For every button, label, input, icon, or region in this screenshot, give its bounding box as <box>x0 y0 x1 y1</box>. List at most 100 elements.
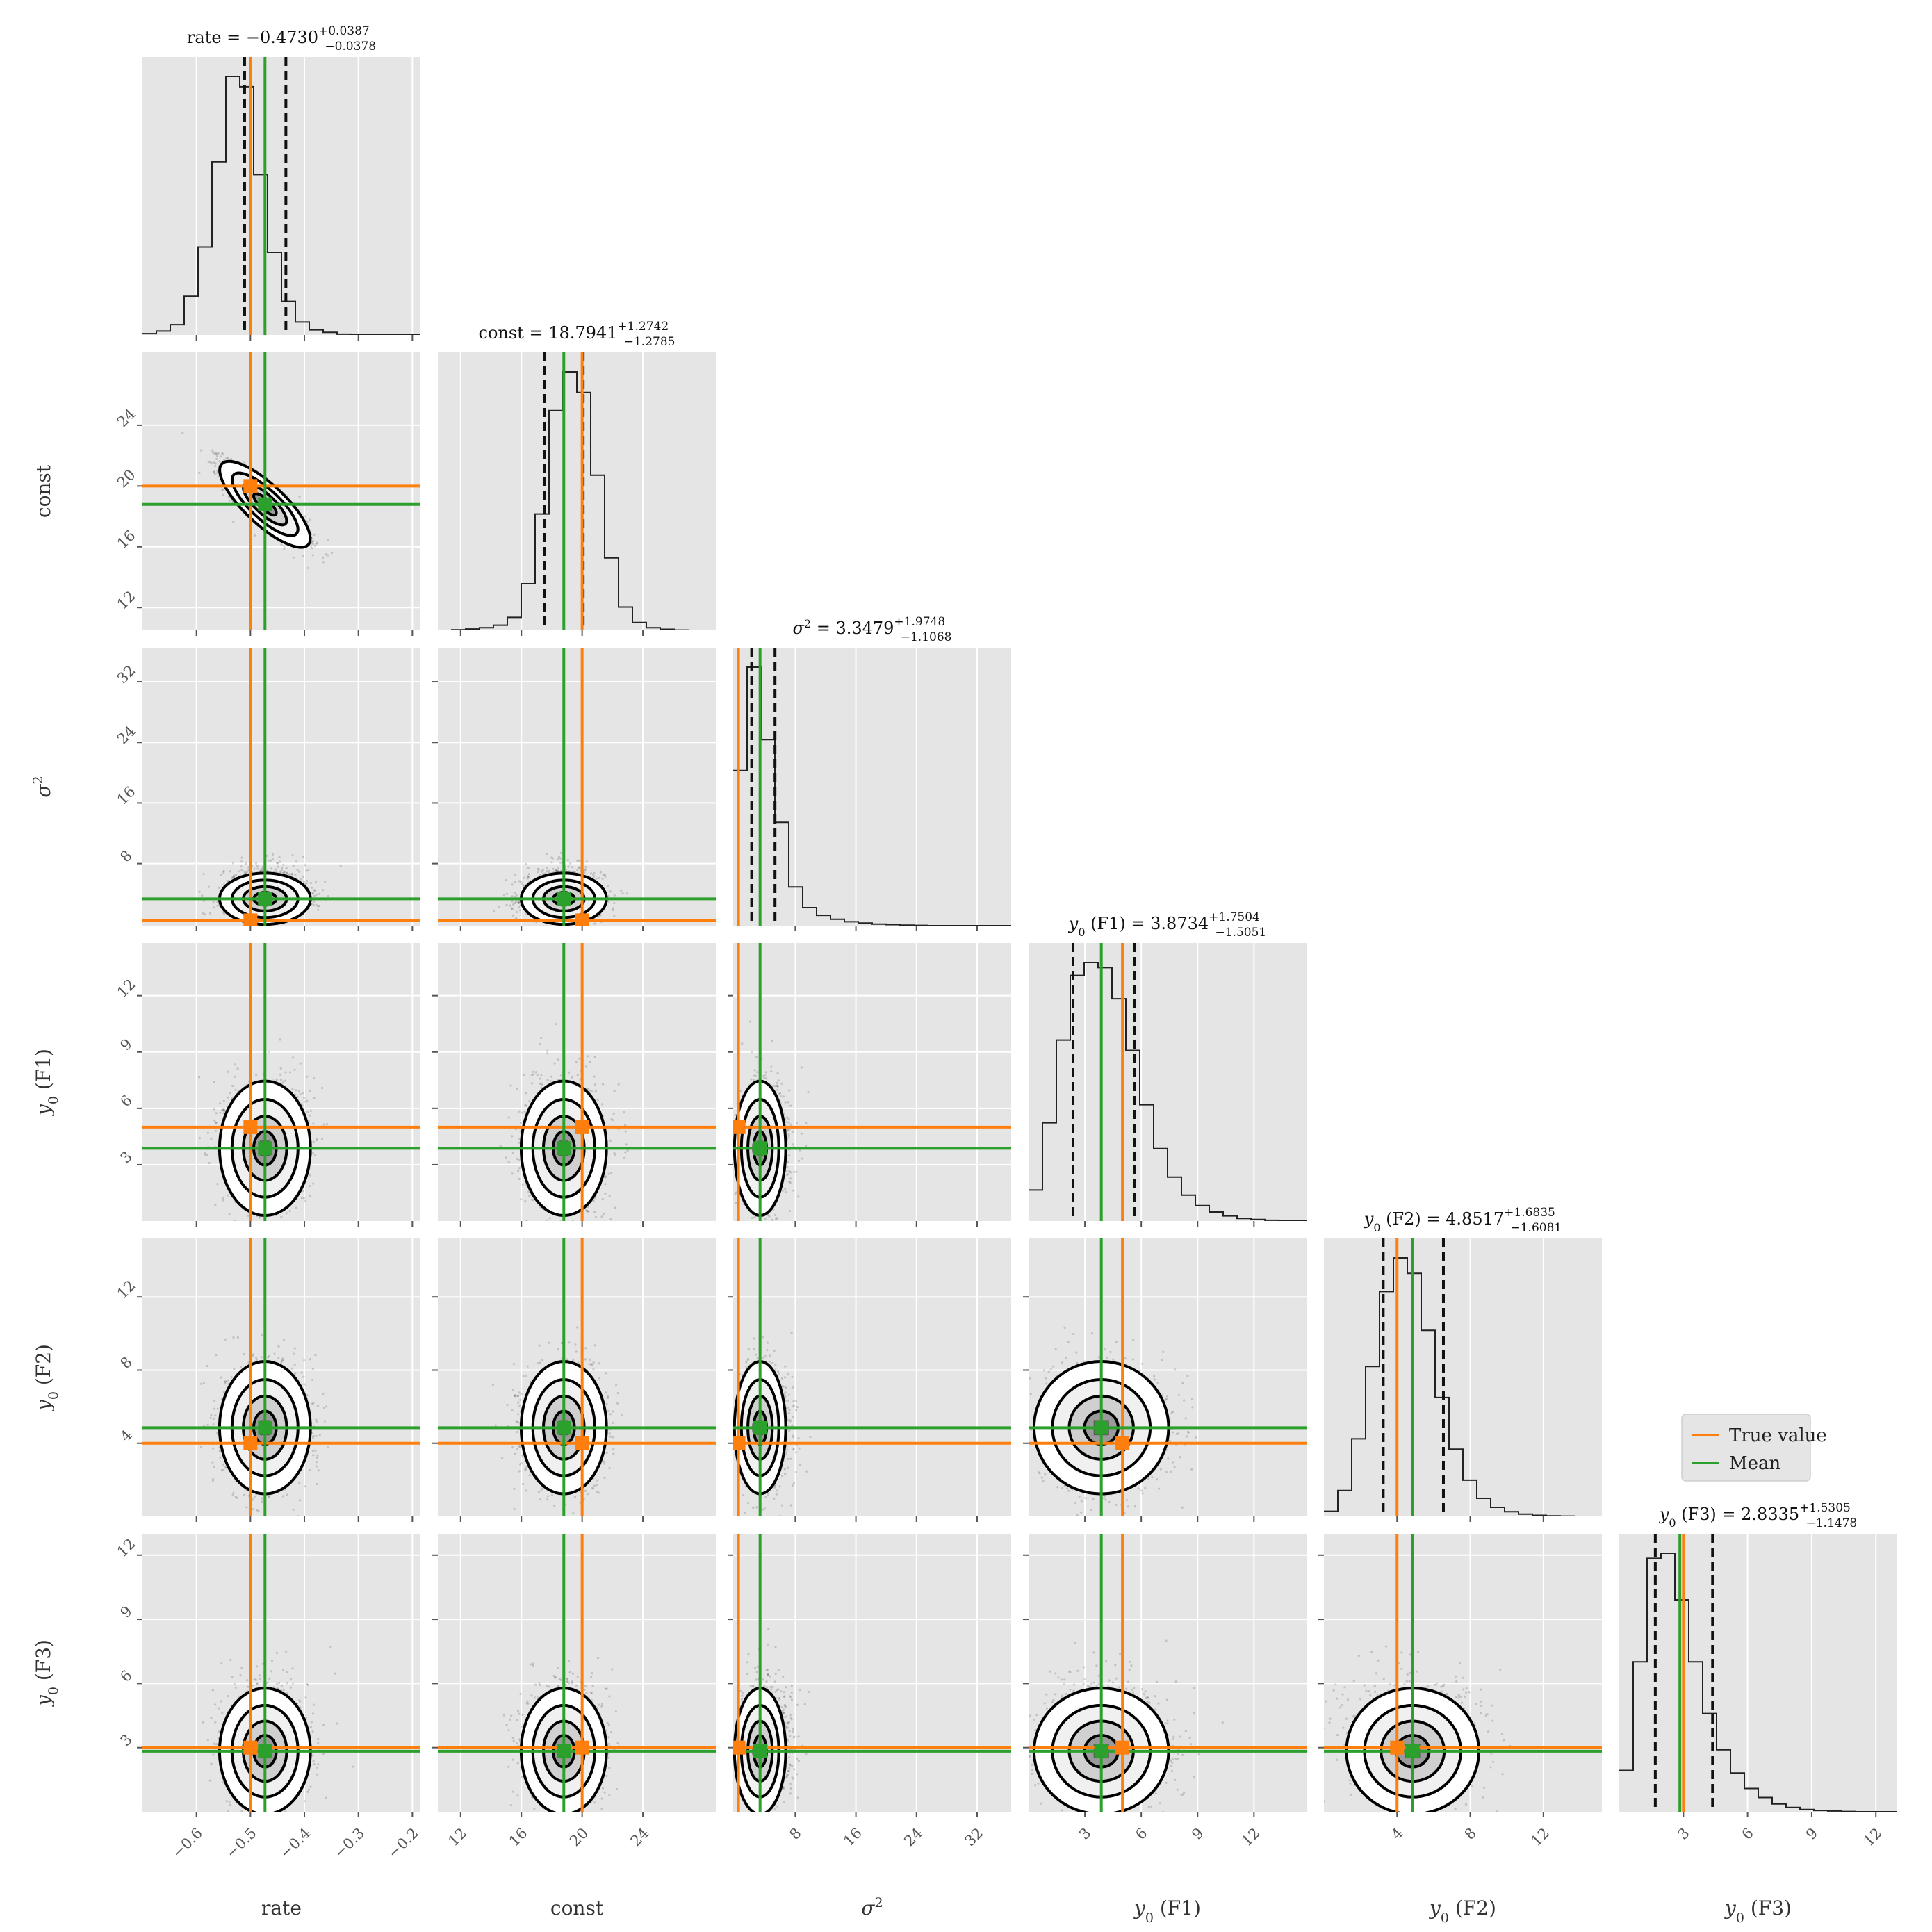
scatter-point <box>255 1224 257 1226</box>
scatter-point <box>514 881 516 883</box>
scatter-point <box>309 545 313 548</box>
scatter-point <box>295 860 298 863</box>
scatter-point <box>244 871 247 874</box>
scatter-point <box>284 1071 287 1074</box>
scatter-point <box>604 875 607 878</box>
scatter-point <box>514 892 516 895</box>
scatter-point <box>505 892 509 895</box>
scatter-point <box>217 475 220 478</box>
scatter-point <box>198 471 201 475</box>
scatter-point <box>576 869 579 872</box>
y-tick-label: 24 <box>114 405 139 430</box>
scatter-point <box>276 862 279 865</box>
scatter-point <box>207 461 210 464</box>
scatter-point <box>526 877 529 880</box>
scatter-point <box>327 894 329 898</box>
scatter-point <box>522 884 525 887</box>
scatter-point <box>256 867 259 870</box>
scatter-point <box>537 868 540 871</box>
scatter-point <box>527 876 530 878</box>
scatter-point <box>237 870 240 873</box>
scatter-point <box>303 1197 306 1200</box>
scatter-point <box>309 881 312 885</box>
scatter-point <box>227 457 229 459</box>
scatter-point <box>492 910 496 912</box>
scatter-point <box>502 894 505 897</box>
scatter-point <box>280 869 283 871</box>
scatter-point <box>255 1074 258 1076</box>
scatter-point <box>211 449 214 452</box>
scatter-point <box>541 872 545 875</box>
scatter-point <box>602 873 605 876</box>
scatter-point <box>585 860 588 863</box>
scatter-point <box>590 872 593 875</box>
scatter-point <box>214 462 217 465</box>
scatter-point <box>243 461 245 464</box>
scatter-point <box>240 869 243 871</box>
scatter-point <box>566 859 569 862</box>
scatter-point <box>578 866 581 869</box>
mean-marker <box>557 892 571 906</box>
scatter-point <box>514 895 517 899</box>
panel-sigma2-vs-sigma2 <box>733 648 1011 931</box>
scatter-point <box>299 1062 302 1065</box>
scatter-point <box>282 871 285 874</box>
scatter-point <box>511 883 514 886</box>
scatter-point <box>231 862 234 865</box>
scatter-point <box>612 907 614 910</box>
scatter-point <box>593 871 596 874</box>
scatter-point <box>291 873 294 876</box>
scatter-point <box>583 871 586 874</box>
scatter-point <box>312 903 315 907</box>
scatter-point <box>277 862 279 865</box>
scatter-point <box>219 455 222 458</box>
scatter-point <box>261 865 264 868</box>
mean-marker <box>258 892 272 906</box>
scatter-point <box>292 556 295 559</box>
scatter-point <box>505 879 508 882</box>
scatter-point <box>317 908 320 911</box>
scatter-point <box>216 904 219 907</box>
scatter-point <box>316 541 318 544</box>
scatter-point <box>216 472 219 475</box>
truth-marker <box>243 479 258 493</box>
scatter-point <box>315 1139 318 1142</box>
scatter-point <box>233 875 236 878</box>
scatter-point <box>227 880 229 883</box>
scatter-point <box>509 904 511 907</box>
scatter-point <box>211 451 215 454</box>
scatter-point <box>221 489 224 491</box>
scatter-point <box>285 867 288 869</box>
scatter-point <box>261 870 263 873</box>
scatter-point <box>310 886 313 889</box>
scatter-point <box>527 867 530 869</box>
scatter-point <box>292 1056 295 1059</box>
scatter-point <box>311 543 314 546</box>
scatter-point <box>326 554 329 557</box>
scatter-point <box>621 892 624 895</box>
scatter-point <box>277 865 279 868</box>
scatter-point <box>327 539 329 542</box>
scatter-point <box>513 874 516 876</box>
scatter-point <box>223 1109 226 1112</box>
scatter-point <box>266 869 269 873</box>
scatter-point <box>225 457 228 459</box>
scatter-point <box>567 865 570 868</box>
scatter-point <box>292 865 295 867</box>
y-tick-label: 16 <box>114 783 139 808</box>
scatter-point <box>550 861 553 864</box>
histogram-const <box>438 371 716 630</box>
scatter-point <box>540 870 543 873</box>
scatter-point <box>262 1227 264 1229</box>
scatter-point <box>279 860 281 863</box>
scatter-point <box>537 867 539 870</box>
scatter-point <box>210 462 213 465</box>
scatter-point <box>221 488 224 491</box>
scatter-point <box>254 862 257 865</box>
scatter-point <box>302 876 304 878</box>
scatter-point <box>253 534 256 537</box>
scatter-point <box>230 457 233 461</box>
